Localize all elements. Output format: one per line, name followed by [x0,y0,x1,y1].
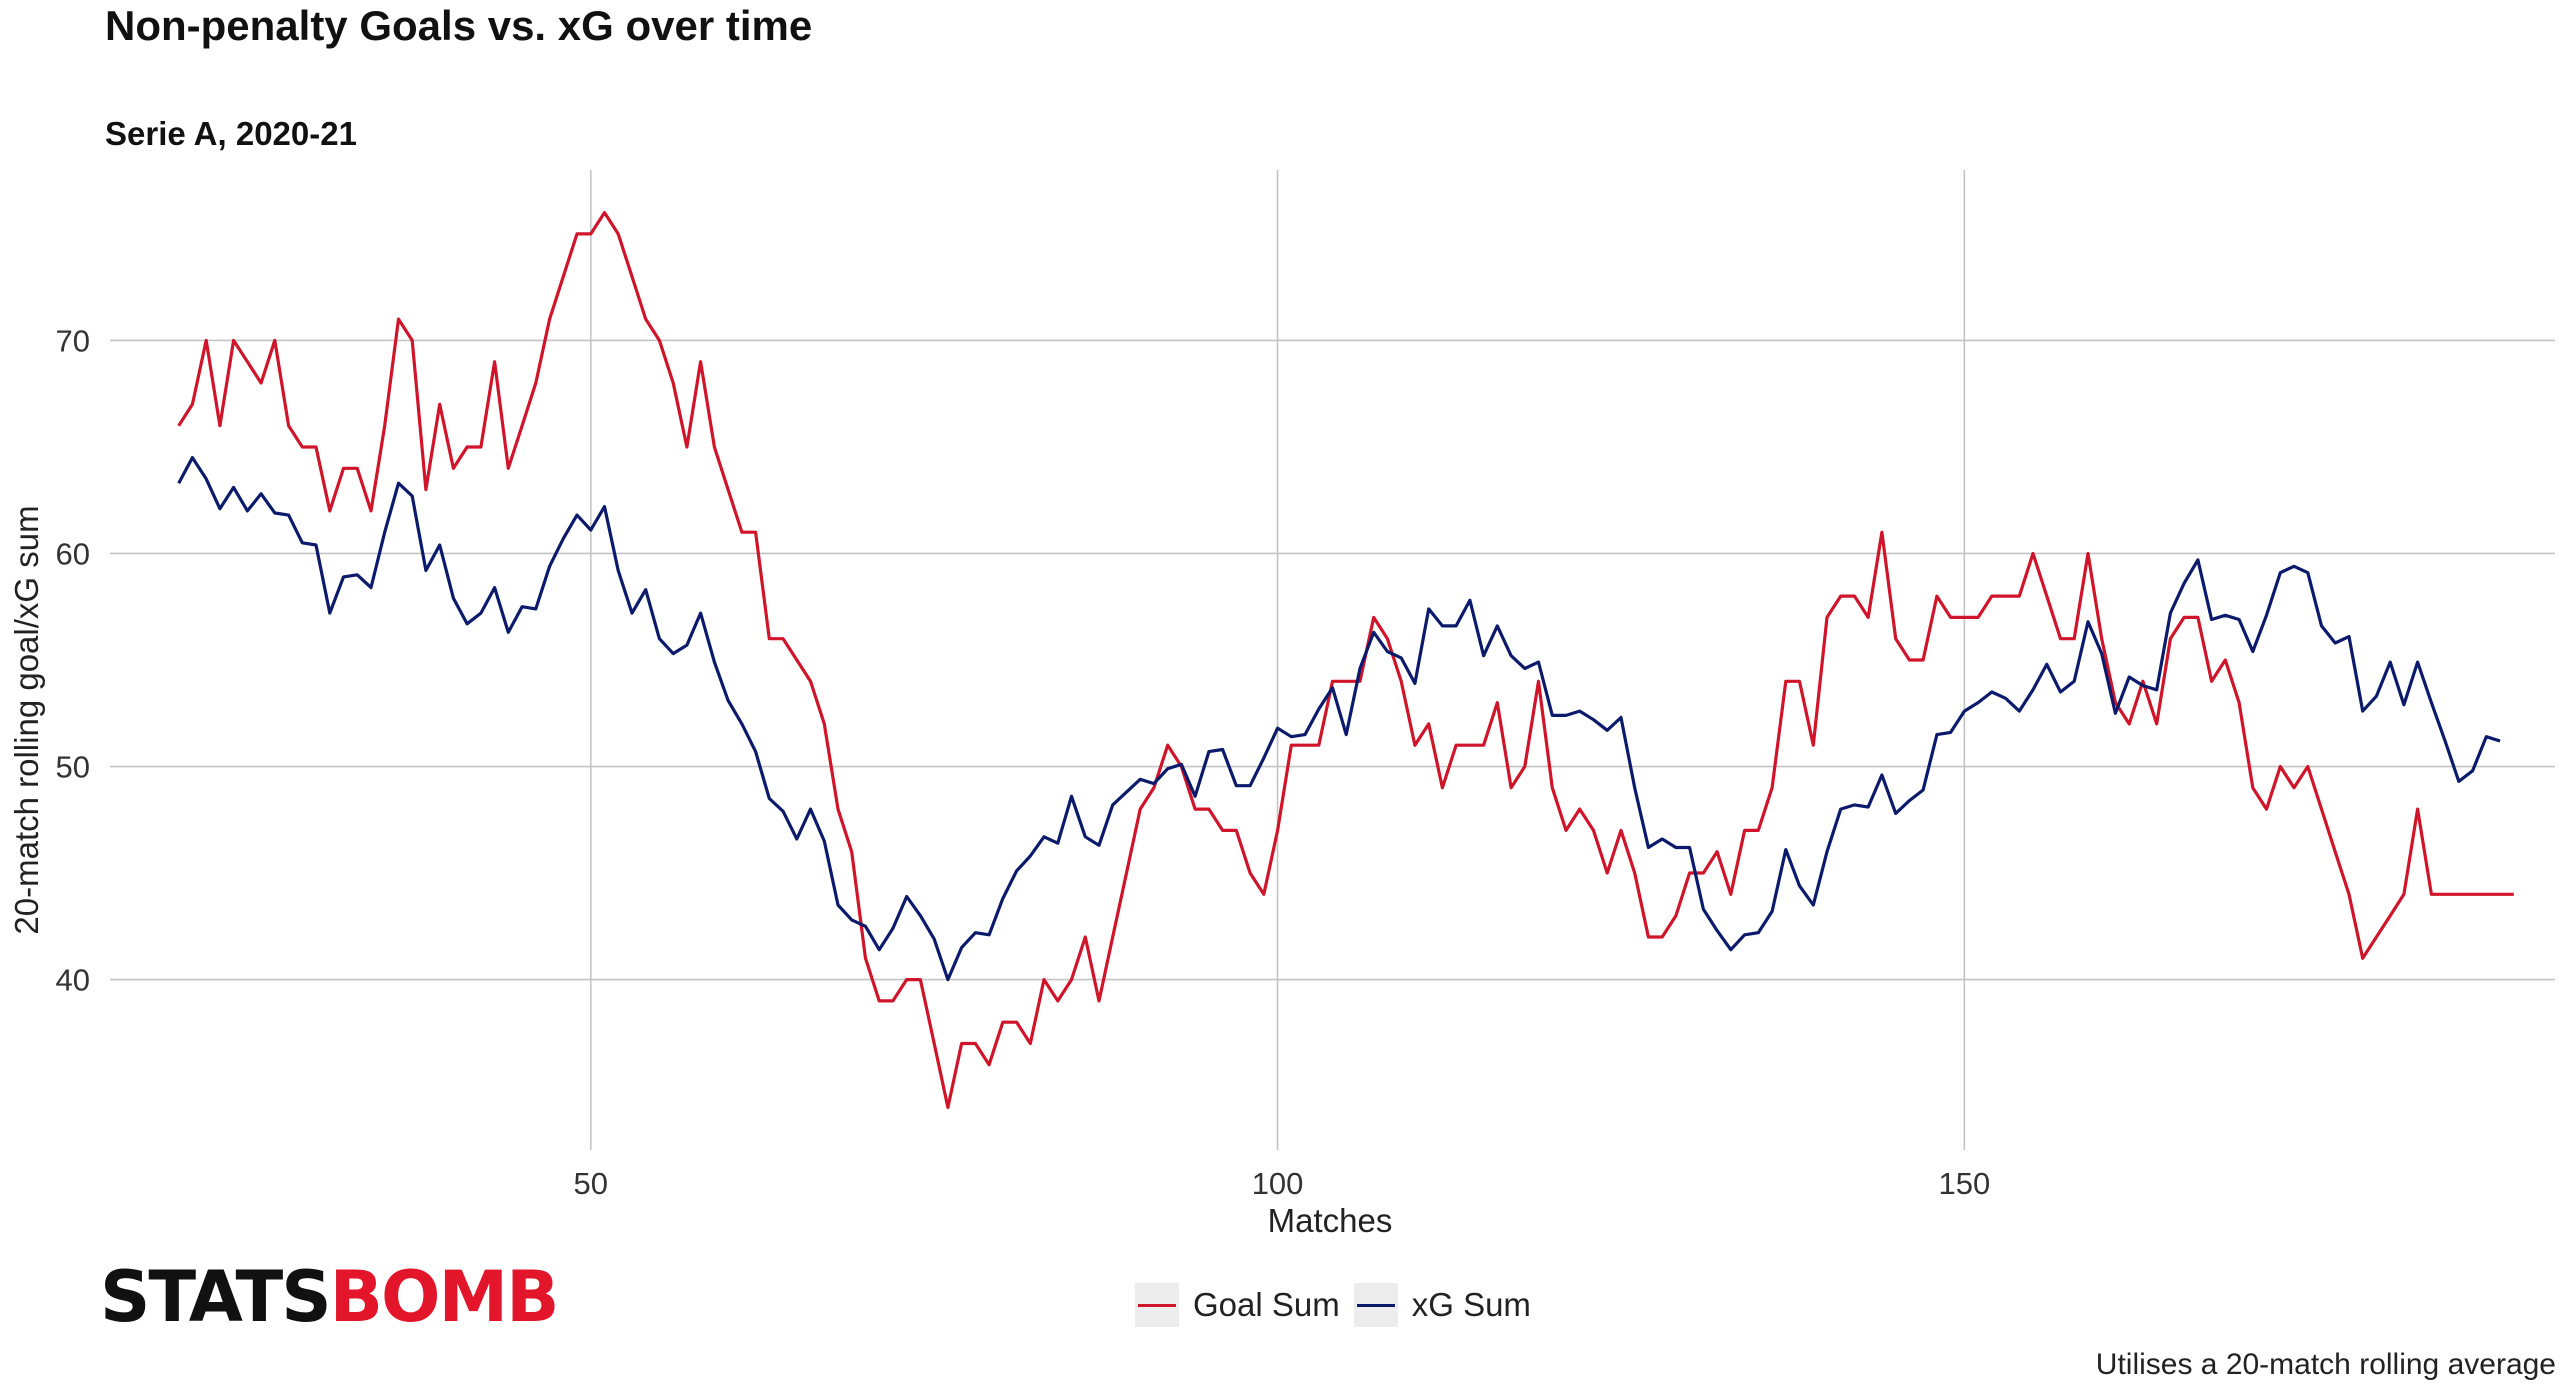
chart-title: Non-penalty Goals vs. xG over time [105,2,813,49]
series-line-xg-sum [177,456,2501,982]
y-tick-label-70: 70 [56,323,90,358]
y-axis-label: 20-match rolling goal/xG sum [8,505,45,934]
y-axis-ticks: 40 50 60 70 [56,323,90,997]
legend-key-goal-sum [1135,1283,1179,1327]
series-line-goal-sum [177,211,2514,1110]
x-axis-label: Matches [1268,1202,1393,1239]
legend-key-xg-sum [1353,1283,1398,1327]
statsbomb-logo: STATSBOMB [100,1262,560,1332]
caption: Utilises a 20-match rolling average [2095,1348,2556,1381]
grid-lines [110,170,2555,1150]
logo-text-stats: STATS [100,1256,332,1338]
legend: Goal Sum xG Sum [1135,1283,1531,1327]
x-axis-ticks: 50 100 150 [574,1166,1991,1201]
y-tick-label-60: 60 [56,536,90,571]
legend-item-xg-sum: xG Sum [1353,1283,1531,1327]
x-tick-label-150: 150 [1938,1166,1990,1201]
x-tick-label-100: 100 [1252,1166,1304,1201]
y-tick-label-50: 50 [56,750,90,785]
legend-item-goal-sum: Goal Sum [1135,1283,1340,1327]
y-tick-label-40: 40 [56,963,90,998]
series-lines [177,211,2514,1110]
legend-label-goal-sum: Goal Sum [1193,1286,1340,1323]
chart-subtitle: Serie A, 2020-21 [105,115,357,152]
legend-label-xg-sum: xG Sum [1411,1286,1531,1323]
x-tick-label-50: 50 [574,1166,608,1201]
logo-text-bomb: BOMB [329,1256,560,1338]
